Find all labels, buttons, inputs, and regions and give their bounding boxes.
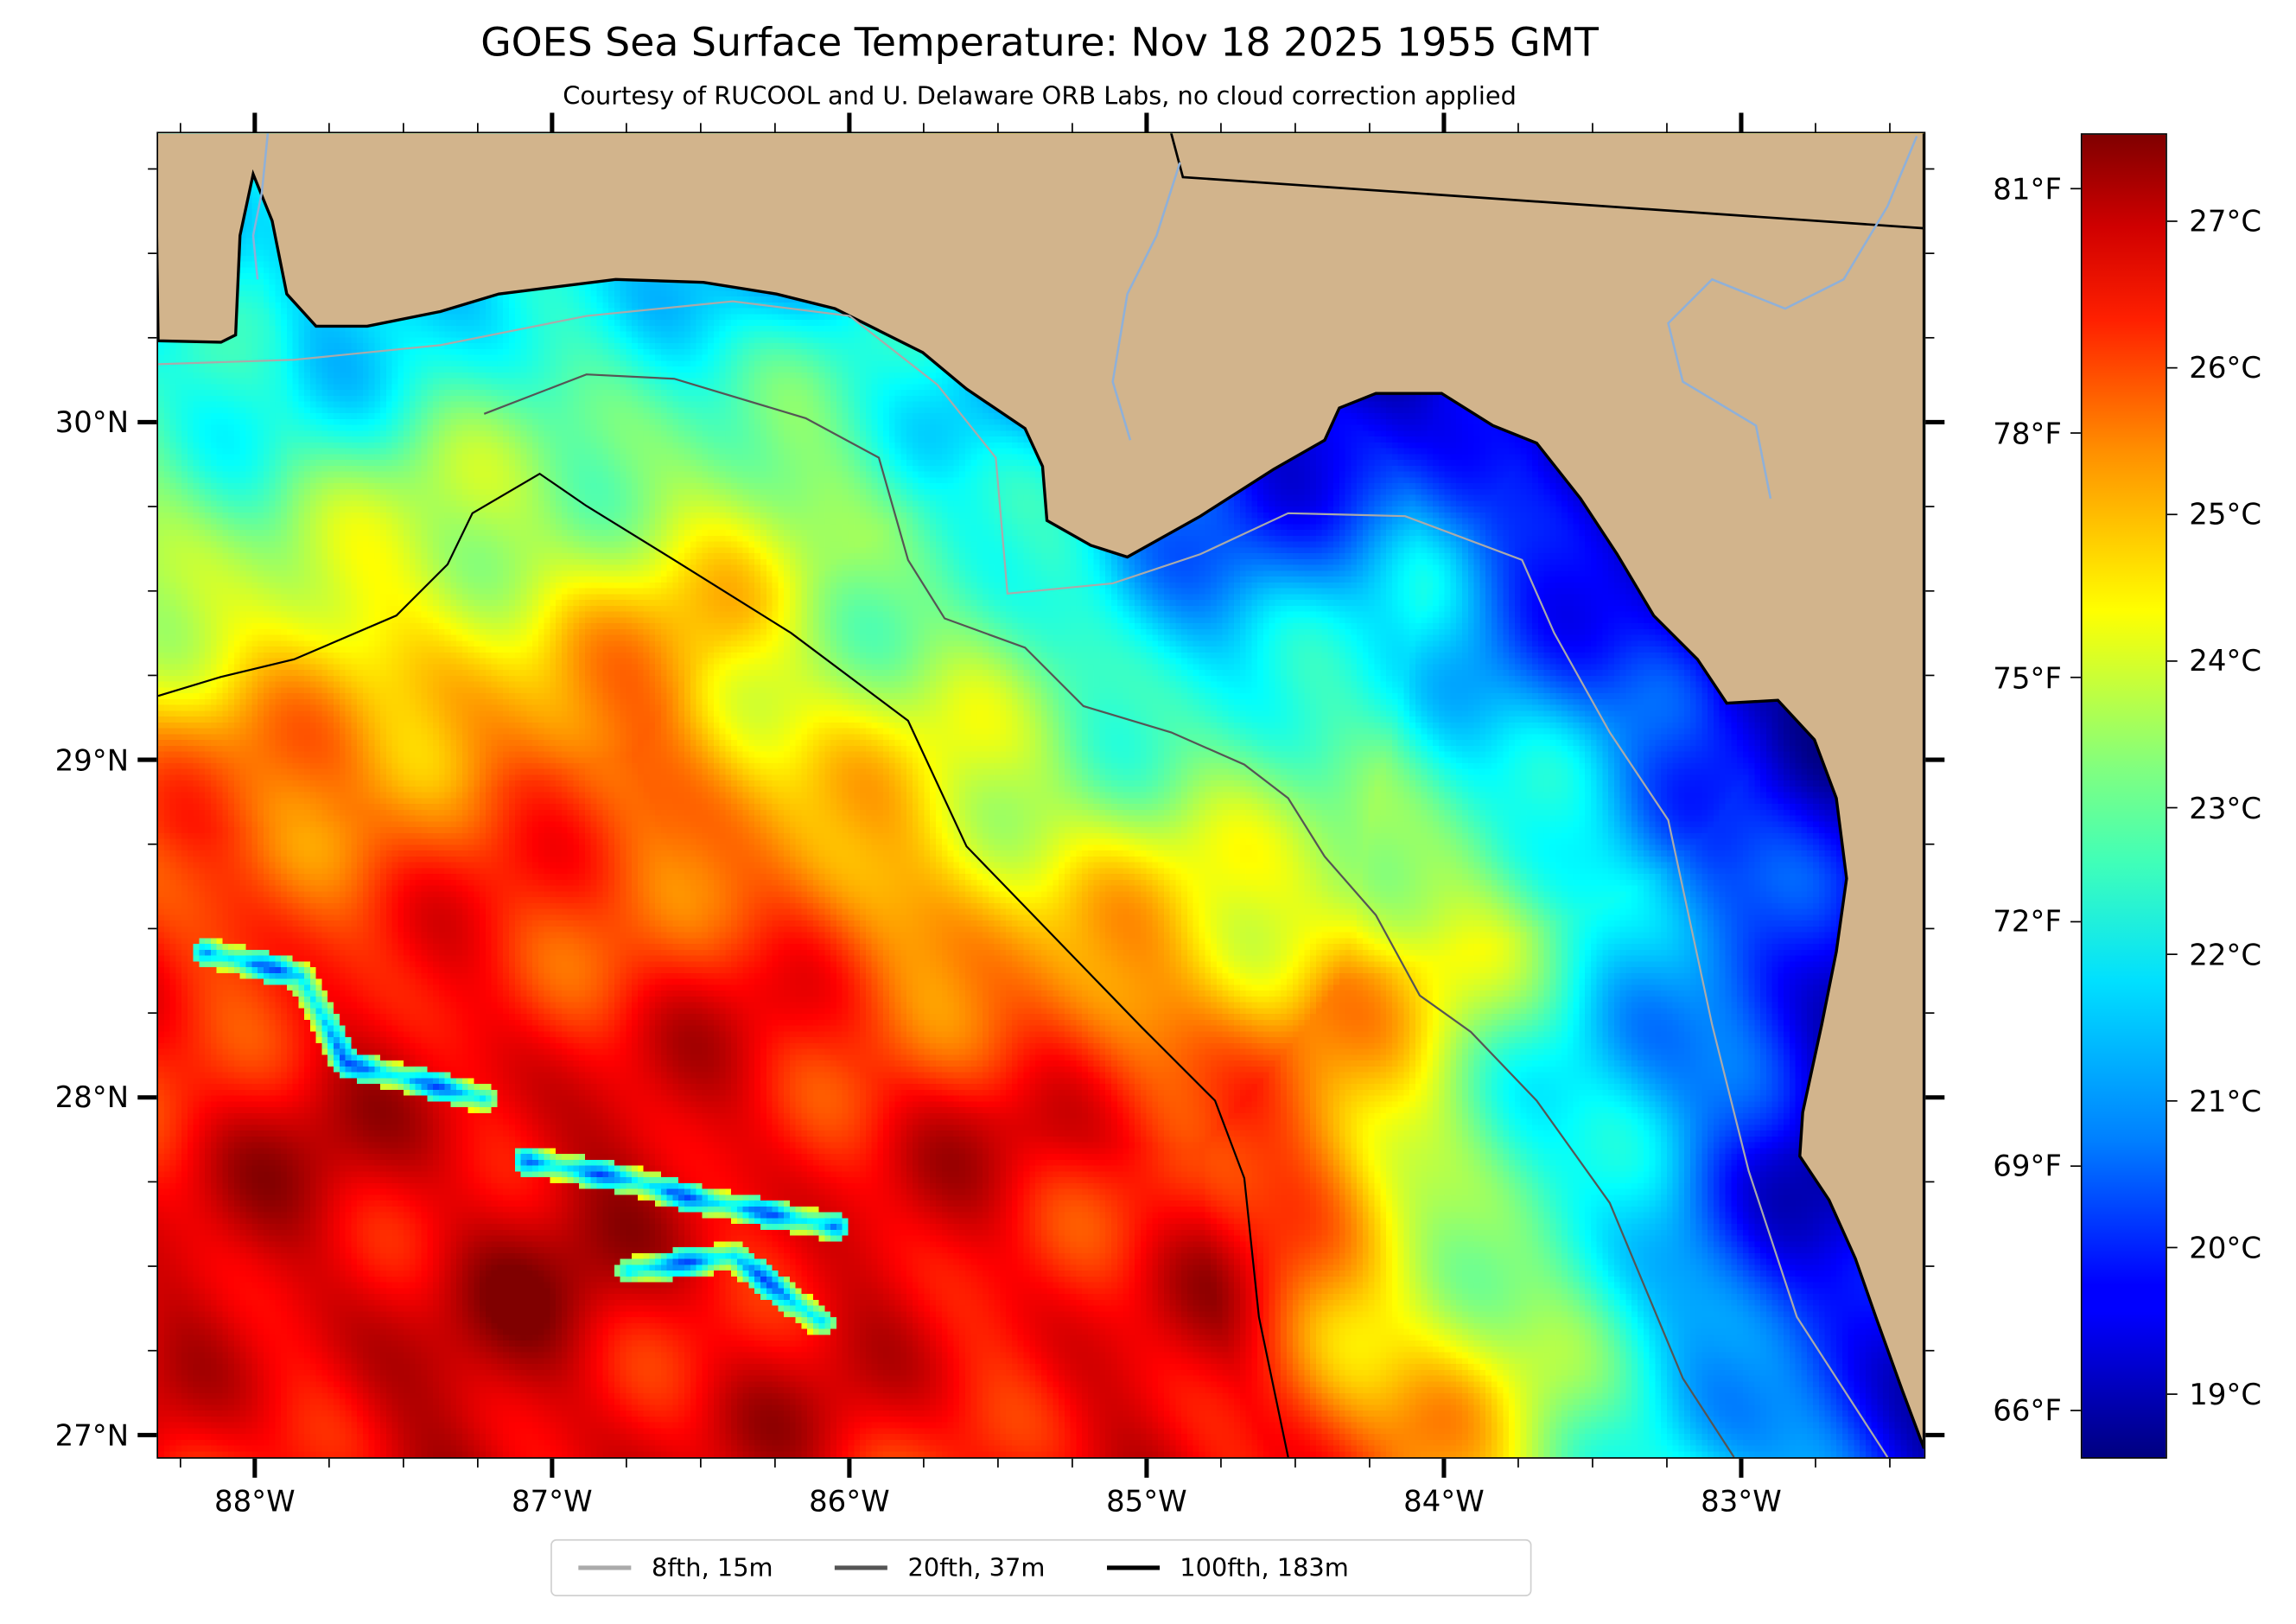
colorbar-celsius-label: 23°C [2189, 790, 2262, 825]
chart-subtitle: Courtesy of RUCOOL and U. Delaware ORB L… [563, 81, 1517, 111]
isobath-100fth [158, 472, 1289, 1458]
river [1667, 136, 1918, 500]
colorbar-celsius-label: 21°C [2189, 1083, 2262, 1119]
legend-line-8fth [578, 1565, 632, 1570]
colorbar [2080, 133, 2167, 1459]
y-tick-label: 28°N [54, 1079, 130, 1116]
land-area [158, 133, 1924, 1449]
colorbar-fahrenheit-label: 75°F [1993, 659, 2062, 696]
river [1111, 162, 1181, 441]
colorbar-fahrenheit-label: 72°F [1993, 904, 2062, 939]
x-tick-label: 84°W [1403, 1483, 1485, 1519]
colorbar-celsius-label: 20°C [2189, 1230, 2262, 1265]
colorbar-fahrenheit-label: 78°F [1993, 415, 2062, 451]
chart-title: GOES Sea Surface Temperature: Nov 18 202… [480, 20, 1599, 67]
colorbar-celsius-label: 22°C [2189, 936, 2262, 972]
colorbar-fahrenheit-label: 66°F [1993, 1392, 2062, 1429]
x-tick-label: 85°W [1106, 1483, 1187, 1519]
sst-map [156, 131, 1926, 1459]
legend: 8fth, 15m 20fth, 37m 100fth, 183m [550, 1538, 1532, 1597]
legend-item-20fth: 20fth, 37m [834, 1553, 1046, 1583]
colorbar-fahrenheit-label: 81°F [1993, 170, 2062, 207]
legend-label: 20fth, 37m [907, 1553, 1046, 1583]
isobath-8fth [158, 300, 1889, 1458]
legend-item-8fth: 8fth, 15m [578, 1553, 773, 1583]
colorbar-celsius-label: 27°C [2189, 203, 2262, 239]
x-tick-label: 86°W [809, 1483, 890, 1519]
x-tick-label: 87°W [512, 1483, 593, 1519]
x-tick-label: 83°W [1701, 1483, 1782, 1519]
isobath-20fth [483, 373, 1735, 1458]
colorbar-celsius-label: 19°C [2189, 1376, 2262, 1412]
state-border [1170, 133, 1924, 230]
colorbar-fahrenheit-label: 69°F [1993, 1148, 2062, 1184]
legend-item-100fth: 100fth, 183m [1106, 1553, 1349, 1583]
y-tick-label: 27°N [54, 1417, 130, 1453]
y-tick-label: 29°N [54, 742, 130, 778]
legend-label: 100fth, 183m [1180, 1553, 1349, 1583]
x-tick-label: 88°W [214, 1483, 296, 1519]
colorbar-celsius-label: 25°C [2189, 496, 2262, 532]
y-tick-label: 30°N [54, 404, 130, 440]
colorbar-celsius-label: 26°C [2189, 350, 2262, 385]
legend-label: 8fth, 15m [652, 1553, 773, 1583]
colorbar-celsius-label: 24°C [2189, 643, 2262, 679]
river [251, 133, 270, 280]
legend-line-100fth [1106, 1565, 1160, 1570]
legend-line-20fth [834, 1565, 887, 1570]
map-overlay [158, 133, 1924, 1458]
